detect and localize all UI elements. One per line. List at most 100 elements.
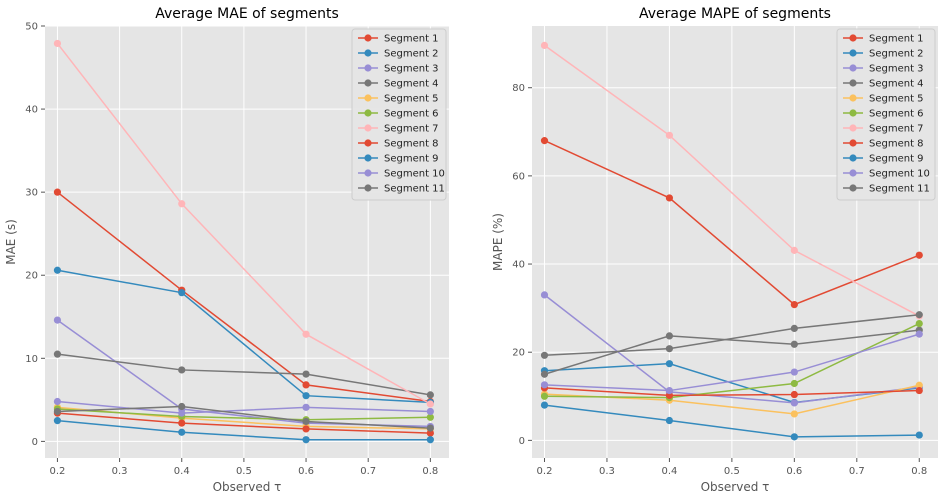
data-point	[302, 425, 310, 433]
series-4	[53, 350, 434, 399]
series-line	[57, 269, 431, 404]
legend-label: Segment 7	[384, 124, 439, 135]
legend: Segment 1 Segment 2 Segment 3 Segment 4 Segm…	[836, 28, 936, 201]
data-point	[53, 417, 62, 425]
series-line	[544, 329, 920, 375]
x-tick-label: 0.5	[724, 466, 740, 477]
data-point	[540, 392, 549, 400]
data-point	[915, 251, 923, 259]
x-tick-label: 0.4	[661, 466, 677, 477]
data-point	[540, 370, 549, 378]
series-line	[57, 353, 431, 396]
series-10	[53, 397, 434, 417]
legend-swatch-marker	[849, 169, 857, 177]
legend-swatch-marker	[849, 109, 857, 117]
y-tick-label: 30	[25, 188, 38, 199]
y-tick-label: 80	[512, 83, 525, 94]
data-point	[540, 291, 549, 299]
legend-swatch-marker	[364, 79, 372, 87]
legend-swatch-marker	[849, 79, 857, 87]
chart-title: Average MAPE of segments	[639, 6, 831, 22]
data-point	[915, 311, 923, 319]
legend-swatch-marker	[364, 184, 372, 192]
data-point	[915, 319, 923, 328]
legend-label: Segment 10	[384, 169, 445, 180]
data-point	[302, 436, 310, 444]
legend-swatch-marker	[364, 64, 372, 72]
chart-2: 0.2 0.3 0.4 0.5 0.6 0.7 0.8 0 20 40 60 80 Average MA…	[491, 6, 938, 494]
data-point	[665, 131, 674, 139]
legend-label: Segment 11	[384, 184, 445, 195]
series-line	[544, 294, 920, 404]
data-point	[178, 409, 186, 417]
series-line	[544, 404, 920, 438]
legend-label: Segment 7	[869, 124, 924, 135]
legend-label: Segment 8	[384, 139, 439, 150]
legend-swatch-marker	[364, 49, 372, 57]
y-tick-label: 20	[512, 348, 525, 359]
legend-label: Segment 4	[384, 79, 439, 90]
data-point	[790, 324, 798, 332]
y-axis-label: MAPE (%)	[491, 213, 505, 271]
series-1	[540, 137, 923, 309]
legend-label: Segment 11	[869, 184, 930, 195]
series-line	[57, 400, 431, 414]
data-point	[915, 386, 923, 395]
data-point	[540, 137, 549, 145]
x-tick-label: 0.7	[849, 466, 865, 477]
y-tick-label: 0	[519, 436, 525, 447]
data-point	[53, 407, 62, 416]
x-tick-label: 0.3	[112, 466, 128, 477]
legend-label: Segment 10	[869, 169, 930, 180]
series-7	[540, 41, 923, 320]
series-8	[540, 384, 923, 400]
series-line	[57, 405, 431, 429]
data-point	[426, 413, 434, 421]
legend-swatch-marker	[364, 169, 372, 177]
data-point	[790, 368, 798, 376]
data-point	[53, 39, 62, 48]
legend-label: Segment 3	[384, 64, 439, 75]
data-point	[915, 330, 923, 338]
data-point	[540, 41, 549, 49]
y-tick-label: 10	[25, 354, 38, 365]
legend-label: Segment 4	[869, 79, 924, 90]
data-point	[178, 428, 186, 436]
data-point	[665, 332, 674, 340]
y-axis-label: MAE (s)	[4, 219, 18, 265]
data-point	[665, 360, 674, 368]
data-point	[302, 392, 310, 400]
legend-swatch-marker	[849, 184, 857, 192]
data-point	[790, 410, 798, 418]
data-point	[426, 429, 434, 437]
series-line	[57, 412, 431, 434]
data-point	[302, 417, 310, 426]
series-11	[540, 311, 923, 359]
legend-label: Segment 9	[869, 154, 924, 165]
legend-swatch-marker	[849, 154, 857, 162]
x-tick-label: 0.3	[599, 466, 615, 477]
data-point	[790, 390, 798, 399]
series-line	[56, 42, 431, 405]
legend-label: Segment 6	[869, 109, 924, 120]
x-tick-label: 0.6	[298, 466, 314, 477]
data-point	[426, 391, 434, 399]
data-point	[665, 386, 674, 395]
data-point	[178, 200, 186, 208]
legend-swatch-marker	[364, 109, 372, 117]
legend-swatch-marker	[849, 49, 857, 57]
legend-swatch-marker	[849, 139, 857, 147]
legend-swatch-marker	[849, 124, 857, 132]
series-line	[544, 387, 920, 397]
data-point	[790, 300, 798, 309]
data-point	[53, 316, 62, 324]
x-tick-label: 0.5	[236, 466, 252, 477]
x-tick-label: 0.8	[911, 466, 927, 477]
data-point	[53, 266, 62, 274]
data-point	[540, 381, 549, 389]
data-point	[790, 399, 798, 407]
data-point	[915, 431, 923, 439]
series-11	[53, 402, 434, 432]
x-tick-label: 0.8	[422, 466, 438, 477]
